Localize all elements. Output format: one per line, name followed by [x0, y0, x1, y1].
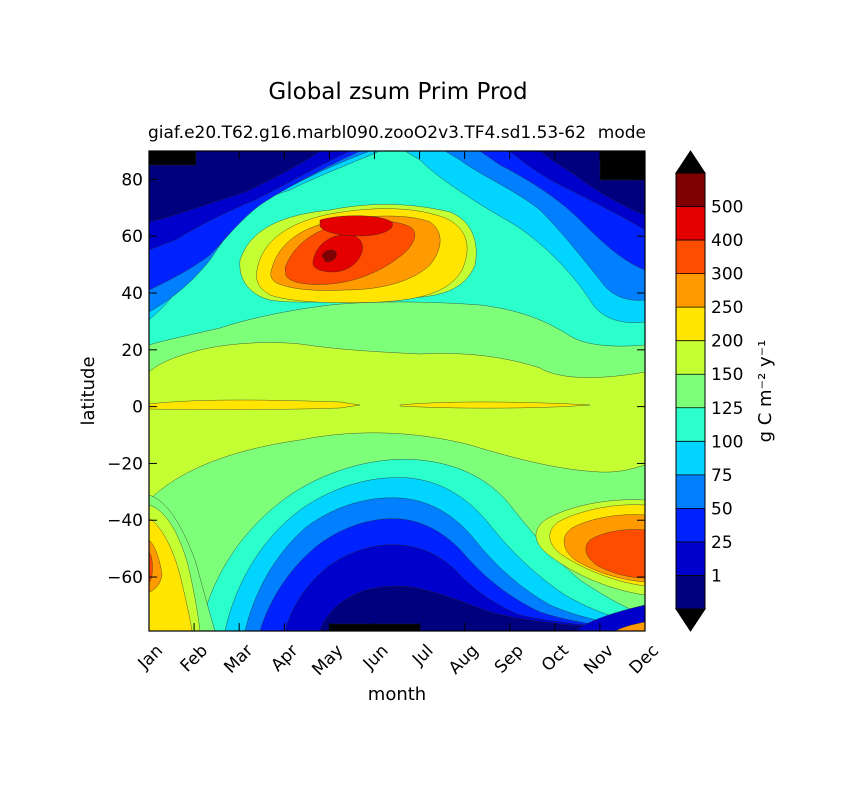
contour-band-s-1 [319, 585, 601, 631]
contour-band-n-500 [321, 249, 337, 263]
colorbar-swatch-12 [676, 173, 705, 207]
chart-subtitle-right: mode [598, 123, 646, 143]
colorbar-tick-label: 1 [711, 566, 722, 586]
y-tick-label: 80 [121, 170, 143, 190]
x-axis-label: month [368, 684, 426, 705]
contour-band-n-0 [149, 151, 321, 223]
x-tick-label: Oct [538, 641, 573, 676]
contour-band-n-under-east [599, 151, 645, 181]
colorbar-tick-label: 200 [711, 332, 743, 352]
contour-band-sw-250 [149, 539, 163, 593]
colorbar-tick-label: 75 [711, 466, 733, 486]
contour-band-n-under-west [149, 151, 197, 166]
y-axis-label: latitude [78, 356, 99, 425]
colorbar-swatch-7 [676, 340, 705, 375]
contour-band-n-400 [312, 234, 363, 273]
plot-area [148, 150, 646, 632]
colorbar-label: g C m⁻² y⁻¹ [755, 340, 776, 443]
colorbar-tick-label: 25 [711, 533, 733, 553]
y-tick-label: −20 [107, 454, 143, 474]
y-axis: 80 60 40 20 0 −20 −40 −60 [107, 170, 645, 588]
colorbar-tick-label: 400 [711, 231, 743, 251]
chart-title: Global zsum Prim Prod [268, 79, 527, 105]
x-tick-label: Apr [267, 641, 302, 676]
contour-band-sw-200 [149, 517, 193, 631]
contour-band-s-under [329, 623, 421, 631]
x-tick-label: Jun [359, 641, 393, 675]
colorbar-tick-label: 50 [711, 499, 733, 519]
colorbar-swatch-9 [676, 273, 705, 308]
x-tick-label: Sep [491, 641, 528, 678]
colorbar-swatch-0 [676, 575, 705, 609]
contour-fills [149, 151, 645, 631]
colorbar-swatch-5 [676, 407, 705, 442]
colorbar-swatch-4 [676, 441, 705, 475]
contour-band-se-300 [585, 529, 645, 579]
x-tick-label: Nov [580, 641, 618, 679]
y-tick-label: −60 [107, 568, 143, 588]
colorbar-swatch-8 [676, 307, 705, 341]
colorbar-swatch-1 [676, 541, 705, 576]
colorbar-tick-label: 500 [711, 198, 743, 218]
colorbar-tick-label: 100 [711, 432, 743, 452]
colorbar-extend-under [675, 608, 706, 632]
x-tick-label: Jul [408, 641, 437, 670]
colorbar-tick-label: 125 [711, 399, 743, 419]
chart-subtitle-left: giaf.e20.T62.g16.marbl090.zooO2v3.TF4.sd… [148, 123, 586, 143]
x-tick-label: Aug [445, 641, 483, 679]
x-tick-label: Mar [220, 641, 257, 678]
colorbar-extend-over [675, 150, 706, 174]
colorbar-swatch-11 [676, 206, 705, 241]
contour-band-n-400b [319, 215, 393, 237]
y-tick-label: −40 [107, 511, 143, 531]
x-tick-label: Feb [177, 641, 212, 676]
plot-frame [148, 150, 646, 632]
x-tick-label: May [308, 641, 347, 680]
y-tick-label: 20 [121, 341, 143, 361]
colorbar-swatch-3 [676, 474, 705, 509]
colorbar-swatch-2 [676, 508, 705, 542]
colorbar-frame [675, 172, 706, 610]
y-tick-label: 60 [121, 227, 143, 247]
colorbar-tick-label: 300 [711, 265, 743, 285]
x-tick-label: Dec [626, 641, 663, 678]
colorbar-swatch-6 [676, 374, 705, 408]
contour-band-equator-200b [399, 401, 591, 409]
colorbar-tick-label: 250 [711, 298, 743, 318]
y-tick-label: 40 [121, 284, 143, 304]
y-tick-label: 0 [132, 398, 143, 418]
contour-band-n-50 [149, 151, 645, 301]
contour-band-equator-200 [149, 399, 361, 410]
colorbar-swatch-10 [676, 240, 705, 274]
colorbar-tick-label: 150 [711, 365, 743, 385]
x-tick-label: Jan [134, 641, 167, 674]
contour-band-se-hi [614, 621, 645, 631]
